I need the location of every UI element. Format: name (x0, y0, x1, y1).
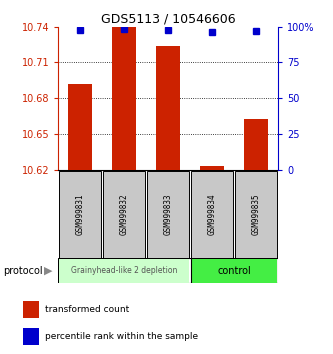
Bar (156, 46, 180, 170)
Text: transformed count: transformed count (45, 304, 130, 314)
Text: percentile rank within the sample: percentile rank within the sample (45, 332, 198, 341)
Bar (103, 171, 145, 257)
Bar (23, 301, 39, 318)
Bar (59, 171, 101, 257)
Text: GSM999835: GSM999835 (251, 193, 261, 235)
Text: GSM999832: GSM999832 (120, 193, 129, 235)
Bar (191, 259, 277, 283)
Bar (244, 119, 268, 170)
Text: GSM999833: GSM999833 (164, 193, 173, 235)
Bar (191, 171, 233, 257)
Bar (200, 166, 224, 170)
Text: GDS5113 / 10546606: GDS5113 / 10546606 (101, 12, 235, 25)
Text: control: control (217, 266, 251, 276)
Bar (23, 328, 39, 345)
Bar (235, 171, 277, 257)
Text: protocol: protocol (3, 266, 43, 276)
Text: GSM999831: GSM999831 (76, 193, 85, 235)
Text: Grainyhead-like 2 depletion: Grainyhead-like 2 depletion (71, 266, 177, 275)
Bar (112, 27, 136, 170)
Text: ▶: ▶ (44, 266, 53, 276)
Bar (147, 171, 189, 257)
Bar (68, 84, 92, 170)
Text: GSM999834: GSM999834 (207, 193, 217, 235)
Bar (59, 259, 189, 283)
